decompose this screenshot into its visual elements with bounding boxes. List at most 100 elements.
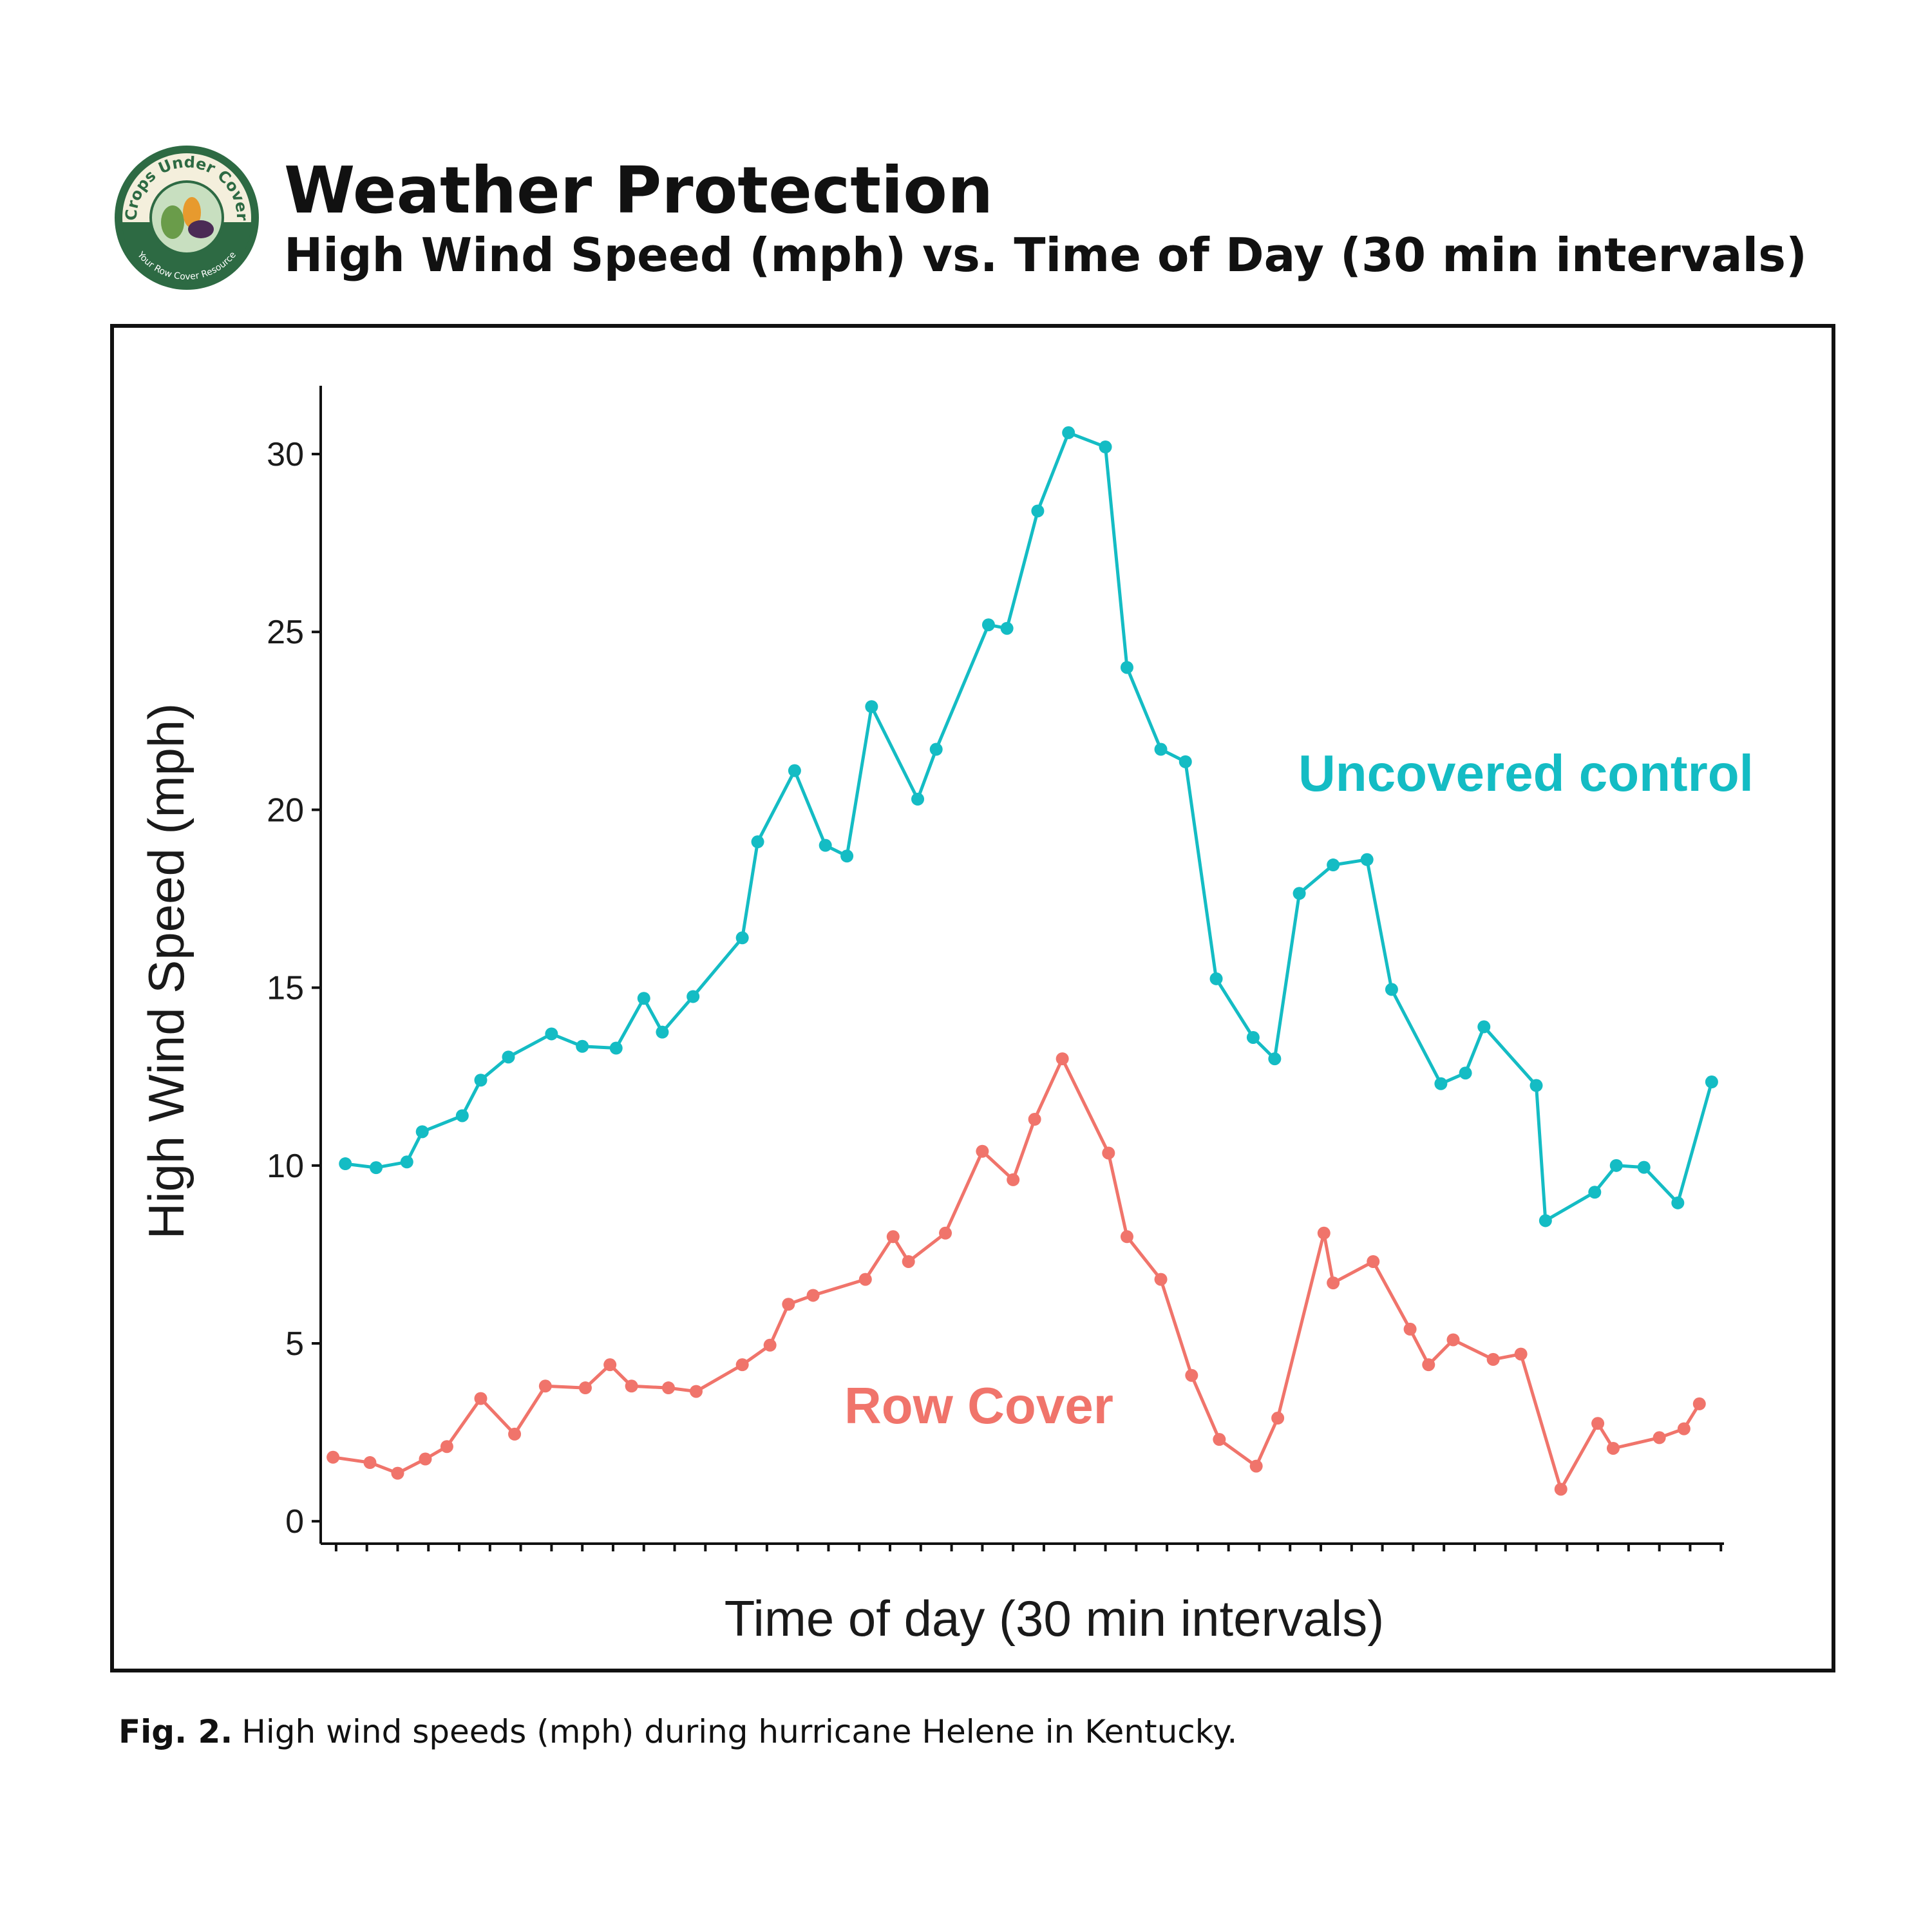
data-point (609, 1041, 623, 1055)
data-point (419, 1452, 432, 1466)
data-point (1530, 1079, 1543, 1092)
data-point (1031, 504, 1045, 518)
data-point (400, 1155, 413, 1169)
data-point (1249, 1459, 1263, 1473)
data-point (1367, 1255, 1380, 1268)
data-point (1000, 621, 1014, 635)
data-point (1360, 853, 1374, 866)
data-point (1422, 1358, 1435, 1372)
data-point (1268, 1052, 1282, 1066)
data-point (656, 1025, 669, 1039)
data-point (687, 990, 700, 1003)
data-point (339, 1157, 352, 1171)
data-point (1062, 426, 1075, 439)
data-point (455, 1109, 469, 1122)
data-point (1154, 743, 1168, 756)
data-point (1403, 1322, 1417, 1336)
data-point (1317, 1226, 1331, 1240)
data-point (576, 1039, 589, 1053)
data-point (1446, 1333, 1460, 1347)
logo-veg (188, 220, 214, 238)
data-point (840, 849, 854, 863)
logo-veg (161, 205, 184, 239)
plot-frame (110, 324, 1835, 1672)
data-point (538, 1379, 552, 1393)
data-point (806, 1289, 820, 1302)
data-point (1692, 1397, 1706, 1410)
data-point (1271, 1412, 1285, 1425)
series-line (332, 1057, 1701, 1491)
data-point (474, 1392, 488, 1405)
data-point (1185, 1368, 1198, 1382)
data-point (508, 1427, 522, 1441)
data-point (474, 1074, 488, 1087)
data-point (735, 1358, 749, 1372)
data-point (858, 1273, 872, 1286)
data-point (886, 1230, 900, 1244)
data-point (1102, 1146, 1115, 1160)
data-point (1477, 1020, 1491, 1034)
data-point (788, 764, 801, 777)
data-point (415, 1125, 429, 1139)
chart-subtitle: High Wind Speed (mph) vs. Time of Day (3… (284, 228, 1807, 282)
data-point (1653, 1431, 1666, 1444)
data-point (578, 1381, 592, 1395)
data-point (902, 1255, 915, 1268)
data-point (1293, 887, 1306, 900)
data-point (1213, 1433, 1226, 1446)
chart-title: Weather Protection (284, 153, 993, 228)
data-point (865, 700, 878, 714)
data-point (1434, 1077, 1448, 1090)
data-point (1514, 1347, 1528, 1361)
data-point (625, 1379, 638, 1393)
data-point (1099, 440, 1112, 454)
caption-label: Fig. 2. (118, 1713, 232, 1750)
data-point (1007, 1173, 1020, 1186)
data-point (1056, 1052, 1069, 1066)
data-point (661, 1381, 675, 1395)
data-point (819, 838, 832, 852)
y-axis-label: High Wind Speed (mph) (138, 703, 194, 1239)
data-point (1486, 1352, 1500, 1366)
caption: Fig. 2. High wind speeds (mph) during hur… (118, 1713, 1237, 1750)
data-point (1637, 1160, 1651, 1174)
logo: Crops Under Cover Your Row Cover Resourc… (115, 146, 259, 290)
data-point (391, 1466, 404, 1480)
data-point (1609, 1159, 1623, 1172)
y-tick-label: 30 (267, 436, 304, 473)
y-tick-label: 20 (267, 791, 304, 829)
data-point (939, 1226, 952, 1240)
data-point (976, 1144, 989, 1158)
y-tick-label: 0 (285, 1503, 304, 1540)
data-point (327, 1450, 340, 1464)
data-point (1028, 1113, 1041, 1126)
caption-text: High wind speeds (mph) during hurricane … (242, 1713, 1237, 1750)
data-point (370, 1161, 383, 1175)
data-point (1385, 983, 1398, 996)
data-point (689, 1385, 703, 1398)
series-label: Row Cover (844, 1377, 1113, 1434)
data-point (637, 992, 650, 1005)
data-point (1154, 1273, 1168, 1286)
data-point (1459, 1066, 1472, 1080)
data-point (363, 1456, 377, 1470)
data-point (1327, 858, 1340, 872)
data-point (1606, 1441, 1620, 1455)
x-axis-label: Time of day (30 min intervals) (724, 1590, 1384, 1647)
y-tick-label: 10 (267, 1148, 304, 1185)
data-point (981, 618, 995, 632)
data-point (1677, 1422, 1690, 1435)
series-line (345, 431, 1714, 1222)
data-point (1554, 1482, 1567, 1496)
data-point (1120, 1230, 1133, 1244)
data-point (1327, 1276, 1340, 1290)
data-point (763, 1338, 777, 1352)
data-point (1246, 1030, 1260, 1044)
data-point (911, 792, 925, 806)
data-point (1588, 1186, 1602, 1199)
data-point (440, 1440, 453, 1454)
data-point (735, 931, 749, 945)
series-label: Uncovered control (1298, 744, 1754, 802)
